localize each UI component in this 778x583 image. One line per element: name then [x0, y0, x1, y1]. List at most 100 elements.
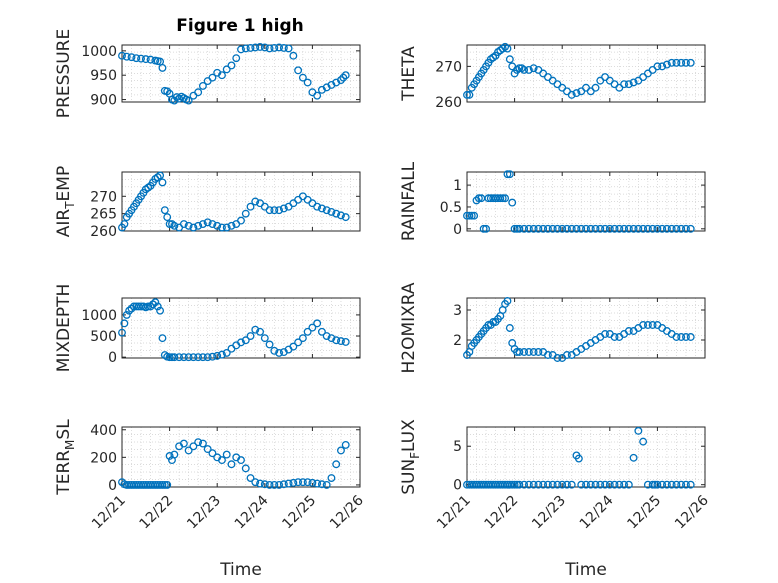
data-point: [482, 224, 490, 233]
y-tick-label: 270: [90, 189, 117, 205]
subplot-sun_flux: 12/21 12/22 12/23 12/24 12/25 12/26 0 5 SUNFLUX T…: [399, 419, 712, 580]
data-point: [639, 224, 648, 233]
data-point: [543, 480, 552, 489]
data-point: [515, 480, 524, 489]
data-point: [510, 480, 519, 489]
data-point: [332, 460, 341, 469]
data-point: [620, 80, 629, 89]
data-point: [553, 224, 562, 233]
data-point: [222, 65, 231, 74]
y-axis-label: THETA: [399, 46, 419, 102]
y-tick-label: 0: [453, 222, 462, 238]
data-point: [520, 480, 529, 489]
data-point: [246, 332, 255, 340]
data-point: [163, 87, 172, 96]
data-point: [237, 338, 245, 347]
data-point: [505, 55, 514, 64]
data-point: [648, 321, 657, 329]
subplot-terr_msl: 12/21 12/22 12/23 12/24 12/25 12/26 0 200 400 TER…: [54, 419, 367, 580]
data-point: [539, 224, 548, 233]
x-axis-label: Time: [219, 560, 262, 580]
y-tick-label: 1000: [81, 44, 117, 60]
y-tick-label: 2: [453, 333, 462, 349]
data-point: [246, 474, 255, 482]
data-point: [184, 221, 193, 230]
data-point: [601, 330, 609, 338]
data-point: [241, 44, 250, 53]
data-point: [686, 333, 695, 341]
data-point: [251, 325, 260, 334]
data-point: [341, 440, 350, 449]
data-point: [682, 480, 690, 489]
data-point: [265, 340, 274, 349]
x-tick-label: 12/21: [89, 493, 129, 533]
y-tick-label: 270: [435, 59, 462, 75]
data-point: [303, 478, 312, 487]
y-axis-label: H2OMIXRA: [399, 282, 419, 373]
data-point: [591, 224, 600, 233]
data-point: [158, 178, 167, 187]
data-point: [539, 480, 548, 489]
data-point: [634, 426, 643, 435]
data-point: [505, 170, 514, 179]
y-tick-label: 0.5: [440, 200, 462, 216]
data-point: [567, 90, 576, 99]
data-point: [251, 478, 260, 487]
data-point: [218, 456, 226, 465]
data-point: [515, 348, 524, 356]
data-point: [648, 224, 657, 233]
data-point: [653, 480, 662, 489]
data-point: [615, 480, 624, 489]
data-point: [198, 353, 207, 362]
data-point: [127, 304, 136, 313]
data-point: [194, 88, 203, 97]
data-point: [577, 480, 586, 489]
data-point: [667, 480, 676, 489]
data-point: [322, 480, 331, 489]
data-point: [474, 194, 483, 203]
data-point: [313, 202, 322, 211]
data-point: [208, 220, 217, 229]
data-point: [624, 224, 633, 233]
y-axis-label: PRESSURE: [54, 29, 74, 118]
data-point: [586, 480, 595, 489]
data-point: [160, 206, 169, 215]
data-point: [148, 300, 157, 309]
data-point: [337, 211, 345, 220]
y-tick-label: 950: [90, 68, 117, 84]
data-point: [189, 223, 198, 232]
data-point: [227, 61, 236, 70]
data-point: [677, 58, 686, 67]
data-point: [524, 224, 533, 233]
data-point: [153, 302, 162, 311]
data-point: [639, 437, 648, 446]
data-point: [158, 63, 167, 72]
data-point: [132, 54, 141, 63]
data-point: [563, 351, 571, 359]
data-point: [289, 478, 298, 487]
data-point: [203, 353, 212, 362]
data-point: [534, 480, 543, 489]
data-point: [558, 480, 567, 489]
subplot-mixdepth: 0 500 1000 MIXDEPTH: [54, 284, 361, 372]
data-point: [629, 78, 638, 87]
data-point: [179, 353, 188, 362]
data-point: [270, 346, 279, 355]
data-point: [610, 480, 619, 489]
data-point: [548, 480, 557, 489]
subplot-theta: 260 270 THETA: [399, 42, 706, 111]
y-tick-label: 500: [90, 329, 117, 345]
y-axis-label: RAINFALL: [399, 161, 419, 241]
x-tick-label: 12/25: [279, 493, 319, 533]
data-point: [194, 438, 203, 447]
y-axis-label: SUNFLUX: [399, 419, 422, 495]
data-point: [510, 224, 519, 233]
data-point: [508, 198, 517, 207]
data-point: [227, 460, 236, 469]
data-point: [515, 64, 524, 73]
data-point: [503, 297, 512, 305]
data-point: [620, 224, 629, 233]
data-point: [498, 194, 507, 203]
data-point: [294, 338, 303, 347]
data-point: [265, 44, 274, 53]
